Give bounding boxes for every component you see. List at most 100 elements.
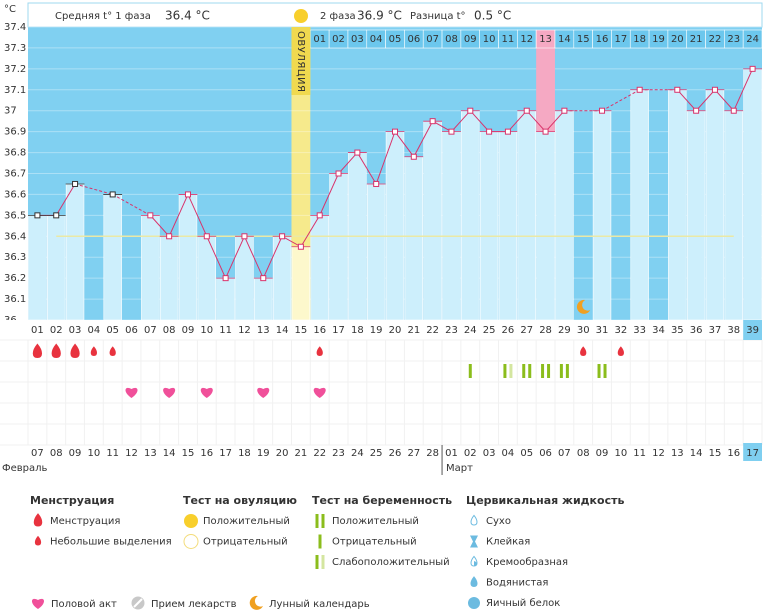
legend-icon xyxy=(318,534,322,549)
phase1-value: 36.4 °C xyxy=(165,9,210,23)
calendar-date: 11 xyxy=(106,448,119,459)
pregnancy-test xyxy=(541,364,545,378)
legend-item: Клейкая xyxy=(486,537,530,548)
point xyxy=(72,180,79,187)
calendar-date: 12 xyxy=(125,448,138,459)
bar xyxy=(310,215,329,321)
phase2-day: 03 xyxy=(351,34,364,45)
y-tick-label: 36.4 xyxy=(4,231,26,242)
y-tick-label: 37.2 xyxy=(4,64,26,75)
point xyxy=(166,233,173,240)
bar xyxy=(630,89,649,321)
x-tick-label: 35 xyxy=(671,325,684,336)
calendar-date: 08 xyxy=(577,448,590,459)
x-tick-label: 12 xyxy=(238,325,251,336)
y-unit: °C xyxy=(4,4,16,15)
calendar-date: 16 xyxy=(727,448,740,459)
legend-icon xyxy=(470,514,478,526)
legend-icon xyxy=(183,534,199,549)
legend-icon xyxy=(315,514,319,528)
calendar-date: 17 xyxy=(746,448,759,459)
phase2-day: 19 xyxy=(652,34,665,45)
point xyxy=(109,191,116,198)
ovulation-label-box xyxy=(291,27,311,95)
x-tick-label: 14 xyxy=(276,325,289,336)
calendar-date: 22 xyxy=(313,448,326,459)
point xyxy=(260,275,267,282)
pregnancy-test xyxy=(597,364,601,378)
x-tick-label: 27 xyxy=(520,325,533,336)
current-date-box xyxy=(743,443,762,461)
sex-heart xyxy=(163,387,176,398)
point xyxy=(279,233,286,240)
x-tick-label: 04 xyxy=(88,325,101,336)
y-tick-label: 37.4 xyxy=(4,22,26,33)
bar xyxy=(272,235,292,321)
legend-icon xyxy=(315,555,319,569)
phase2-day: 11 xyxy=(502,34,515,45)
pregnancy-test xyxy=(522,364,526,378)
legend-item: Отрицательный xyxy=(203,537,288,548)
pregnancy-test xyxy=(468,364,472,378)
legend-icon xyxy=(249,595,263,610)
bar xyxy=(178,194,198,321)
gap-connector xyxy=(601,89,640,112)
x-tick-label: 36 xyxy=(690,325,703,336)
y-tick-label: 36.6 xyxy=(4,189,26,200)
point xyxy=(297,243,304,250)
point xyxy=(222,275,229,282)
legend-item: Кремообразная xyxy=(486,557,568,568)
pregnancy-test xyxy=(509,364,513,378)
menstruation-drop xyxy=(51,343,61,359)
phase2-day: 20 xyxy=(671,34,684,45)
calendar-date: 18 xyxy=(238,448,251,459)
x-tick-label: 34 xyxy=(652,325,665,336)
point xyxy=(599,107,606,114)
y-tick-label: 36.2 xyxy=(4,273,26,284)
phase2-day: 10 xyxy=(483,34,496,45)
moon-icon xyxy=(576,299,591,314)
point xyxy=(335,170,342,177)
y-tick-label: 36.9 xyxy=(4,127,26,138)
x-tick-label: 28 xyxy=(539,325,552,336)
x-tick-label: 21 xyxy=(407,325,420,336)
point xyxy=(53,212,60,219)
menstruation-drop xyxy=(70,343,80,359)
bar xyxy=(141,215,160,321)
calendar-date: 24 xyxy=(351,448,364,459)
legend-heading: Тест на беременность xyxy=(312,494,452,507)
legend-icon xyxy=(184,514,198,528)
gap-connector xyxy=(74,183,113,195)
header-box xyxy=(27,2,763,28)
legend-heading: Цервикальная жидкость xyxy=(466,494,624,507)
x-tick-label: 13 xyxy=(257,325,270,336)
calendar-date: 09 xyxy=(69,448,82,459)
pregnancy-test xyxy=(603,364,607,378)
bar xyxy=(404,156,424,321)
point xyxy=(711,86,718,93)
x-tick-label: 26 xyxy=(502,325,515,336)
bar xyxy=(216,277,235,321)
calendar-date: 20 xyxy=(276,448,289,459)
legend-item: Лунный календарь xyxy=(269,599,370,610)
ovulation-label: ОВУЛЯЦИЯ xyxy=(295,31,306,93)
calendar-date: 06 xyxy=(539,448,552,459)
sex-heart xyxy=(257,387,270,398)
calendar-date: 07 xyxy=(31,448,44,459)
point xyxy=(636,86,643,93)
x-tick-label: 19 xyxy=(370,325,383,336)
month-label: Февраль xyxy=(2,463,48,474)
diff-value: 0.5 °C xyxy=(474,9,511,23)
point xyxy=(730,107,737,114)
x-tick-label: 05 xyxy=(106,325,119,336)
x-tick-label: 38 xyxy=(727,325,740,336)
x-tick-label: 15 xyxy=(295,325,308,336)
legend-item: Сухо xyxy=(486,516,511,527)
bar xyxy=(536,131,555,321)
menstruation-drop xyxy=(617,346,624,357)
x-tick-label: 39 xyxy=(746,325,759,336)
pregnancy-test xyxy=(565,364,569,378)
phase2-day: 01 xyxy=(313,34,326,45)
point xyxy=(542,128,549,135)
